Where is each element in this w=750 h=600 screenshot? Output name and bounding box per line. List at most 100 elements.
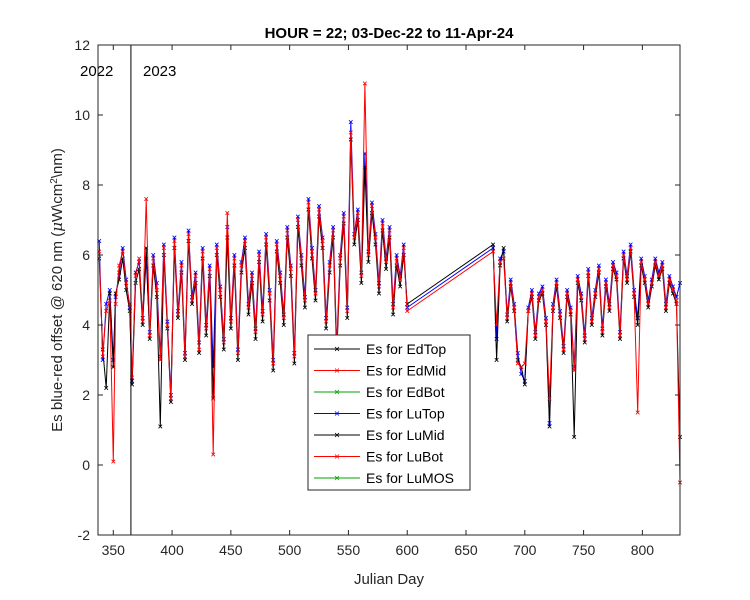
data-point [345, 308, 350, 314]
data-point [667, 277, 672, 282]
data-point [663, 308, 668, 314]
data-point [186, 228, 191, 233]
data-point [589, 319, 594, 324]
data-point [292, 354, 297, 359]
data-point [140, 319, 145, 324]
data-point [582, 340, 587, 345]
data-point [355, 207, 360, 212]
data-point [104, 308, 109, 314]
legend-label: Es for EdMid [366, 363, 446, 379]
data-point [515, 361, 520, 366]
legend-label: Es for LuBot [366, 449, 443, 465]
legend-marker [334, 389, 340, 395]
data-point [246, 312, 251, 317]
data-point [341, 210, 346, 216]
data-point [154, 287, 159, 293]
data-point [260, 312, 265, 317]
year-label-2023: 2023 [143, 63, 176, 80]
data-point [267, 291, 272, 296]
data-point [593, 291, 598, 296]
data-point [147, 336, 152, 342]
data-point [264, 235, 269, 240]
data-point [228, 326, 233, 331]
data-point [625, 277, 630, 282]
data-point [256, 249, 262, 254]
data-point [554, 280, 559, 286]
data-point [111, 459, 116, 464]
data-point [373, 242, 378, 247]
data-point [533, 333, 538, 338]
data-point [373, 235, 378, 240]
data-point [271, 361, 276, 366]
data-point [278, 273, 283, 279]
chart-title: HOUR = 22; 03-Dec-22 to 11-Apr-24 [265, 25, 514, 42]
data-point [278, 280, 283, 286]
data-point [100, 354, 105, 359]
data-point [331, 228, 336, 233]
data-point [494, 357, 499, 363]
data-point [625, 280, 630, 286]
legend-label: Es for LuMid [366, 427, 445, 443]
y-tick-label: 12 [74, 37, 90, 53]
data-point [498, 259, 503, 265]
x-tick-label: 450 [219, 542, 243, 558]
data-point [656, 277, 661, 282]
data-point [366, 259, 371, 265]
data-point [313, 291, 318, 296]
data-point [168, 396, 173, 401]
x-tick-label: 750 [572, 542, 596, 558]
data-point [274, 242, 279, 247]
data-point [614, 273, 619, 279]
data-point [607, 305, 612, 310]
data-point [204, 326, 209, 331]
data-point [271, 368, 276, 373]
data-point [582, 336, 587, 342]
data-point [161, 245, 166, 251]
year-label-2022: 2022 [80, 63, 113, 80]
data-point [656, 273, 661, 279]
data-point [352, 235, 357, 240]
data-point [575, 277, 580, 282]
x-tick-label: 500 [278, 542, 302, 558]
data-point [306, 196, 311, 202]
data-point [376, 284, 382, 289]
data-point [383, 266, 389, 272]
data-point [327, 263, 332, 268]
data-point [505, 315, 510, 321]
data-point [586, 266, 591, 272]
data-point [512, 305, 517, 310]
data-point [246, 305, 251, 310]
data-point [242, 238, 248, 244]
x-tick-label: 400 [160, 542, 184, 558]
data-point [505, 319, 510, 324]
data-point [561, 347, 566, 352]
data-point [653, 256, 658, 261]
data-point [306, 200, 311, 205]
data-point [292, 361, 297, 366]
data-point [172, 235, 177, 240]
data-point [561, 350, 566, 356]
data-point [182, 357, 188, 363]
data-point [501, 256, 506, 261]
y-tick-label: -2 [78, 527, 91, 543]
data-point [660, 259, 665, 265]
data-point [642, 277, 647, 282]
data-point [338, 256, 343, 261]
data-point [376, 291, 382, 296]
data-point [302, 298, 308, 303]
data-point [362, 81, 367, 86]
data-point [401, 245, 406, 251]
data-point [628, 242, 633, 247]
data-point [568, 308, 573, 314]
data-point [221, 347, 226, 352]
data-point [331, 224, 336, 230]
data-point [596, 263, 601, 268]
x-axis-label: Julian Day [354, 571, 425, 588]
data-point [646, 301, 651, 307]
data-point [387, 228, 392, 233]
data-point [536, 294, 541, 300]
data-point [264, 231, 269, 237]
data-point [617, 336, 623, 342]
data-point [341, 214, 346, 219]
data-point [158, 424, 163, 429]
